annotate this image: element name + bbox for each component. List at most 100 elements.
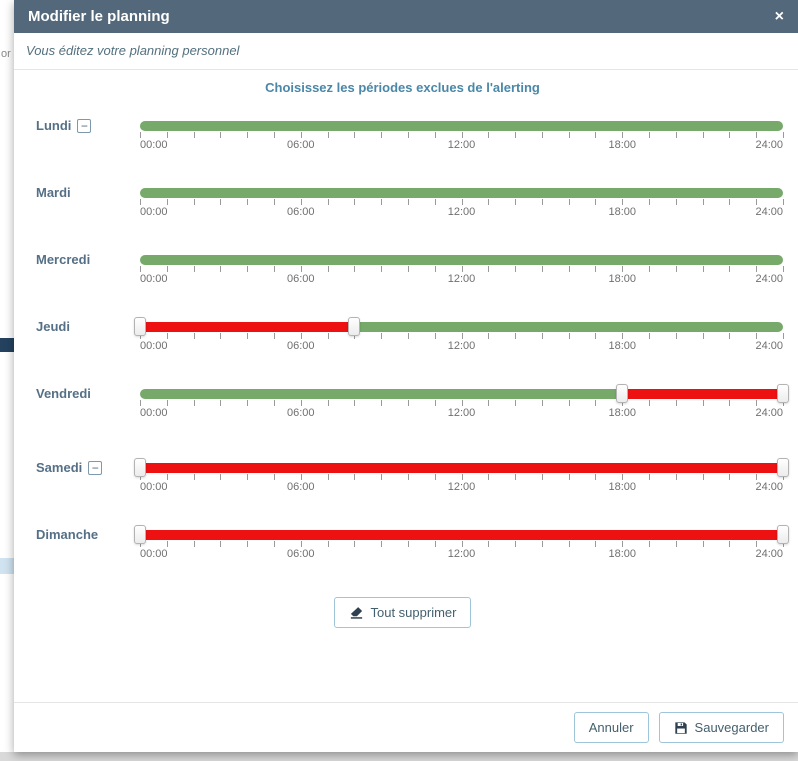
day-name: Dimanche xyxy=(36,527,99,542)
time-labels: 00:00 06:00 12:00 18:00 24:00 xyxy=(140,407,783,423)
close-icon[interactable]: × xyxy=(774,7,784,25)
slider-handle[interactable] xyxy=(134,458,146,477)
time-label: 06:00 xyxy=(286,481,315,493)
day-row: Vendredi 00:00 06:00 12:00 18:00 24:00 xyxy=(22,384,789,423)
time-label: 00:00 xyxy=(140,481,168,493)
modal-content: Choisissez les périodes exclues de l'ale… xyxy=(14,70,798,702)
day-rows: Lundi −00:00 06:00 12:00 18:00 24:00 Mardi 00:0… xyxy=(22,119,789,564)
modal-header: Modifier le planning × xyxy=(14,0,798,33)
cancel-button[interactable]: Annuler xyxy=(573,712,649,743)
slider-handle[interactable] xyxy=(616,384,629,403)
day-slider: 00:00 06:00 12:00 18:00 24:00 xyxy=(140,384,789,423)
time-label: 24:00 xyxy=(755,407,783,419)
slider-handle[interactable] xyxy=(777,458,789,477)
day-label: Samedi − xyxy=(22,461,140,475)
day-slider: 00:00 06:00 12:00 18:00 24:00 xyxy=(134,525,789,564)
slider-track[interactable] xyxy=(140,255,783,265)
day-slider: 00:00 06:00 12:00 18:00 24:00 xyxy=(140,188,784,222)
time-labels: 00:00 06:00 12:00 18:00 24:00 xyxy=(140,481,783,497)
slider-ticks xyxy=(140,541,784,547)
page-behind-modal: or xyxy=(0,0,14,752)
time-label: 06:00 xyxy=(286,139,315,151)
day-slider: 00:00 06:00 12:00 18:00 24:00 xyxy=(134,317,784,356)
time-label: 00:00 xyxy=(140,273,168,285)
day-name: Jeudi xyxy=(36,319,70,334)
time-label: 18:00 xyxy=(608,206,637,218)
day-label: Lundi − xyxy=(22,119,140,133)
day-name: Mercredi xyxy=(36,252,91,267)
modal-subtitle: Vous éditez votre planning personnel xyxy=(14,33,798,70)
time-label: 24:00 xyxy=(755,139,783,151)
time-label: 18:00 xyxy=(608,340,637,352)
cancel-label: Annuler xyxy=(588,720,634,735)
slider-ticks xyxy=(140,266,784,272)
day-row: Mardi 00:00 06:00 12:00 18:00 24:00 xyxy=(22,186,784,222)
slider-ticks xyxy=(140,333,784,339)
slider-track[interactable] xyxy=(140,530,783,540)
day-label: Mercredi xyxy=(22,253,140,267)
time-label: 00:00 xyxy=(140,139,168,151)
slider-ticks xyxy=(140,199,784,205)
save-label: Sauvegarder xyxy=(694,720,769,735)
day-row: Samedi −00:00 06:00 12:00 18:00 24:00 xyxy=(22,458,789,497)
save-button[interactable]: Sauvegarder xyxy=(658,712,784,743)
time-label: 06:00 xyxy=(286,206,315,218)
time-label: 24:00 xyxy=(755,481,783,493)
time-labels: 00:00 06:00 12:00 18:00 24:00 xyxy=(140,548,783,564)
time-label: 12:00 xyxy=(447,206,476,218)
time-label: 12:00 xyxy=(447,407,476,419)
day-label: Dimanche xyxy=(22,528,140,542)
slider-handle[interactable] xyxy=(134,525,146,544)
time-labels: 00:00 06:00 12:00 18:00 24:00 xyxy=(140,206,783,222)
clear-all-wrap: Tout supprimer xyxy=(22,597,783,628)
section-title: Choisissez les périodes exclues de l'ale… xyxy=(265,80,540,95)
collapse-day-button[interactable]: − xyxy=(77,119,92,133)
time-labels: 00:00 06:00 12:00 18:00 24:00 xyxy=(140,273,783,289)
day-label: Jeudi xyxy=(22,320,140,334)
time-label: 00:00 xyxy=(140,407,168,419)
edit-planning-modal: Modifier le planning × Vous éditez votre… xyxy=(14,0,798,752)
slider-ticks xyxy=(140,132,784,138)
time-label: 18:00 xyxy=(608,481,637,493)
excluded-range xyxy=(140,463,783,473)
day-label: Mardi xyxy=(22,186,140,200)
time-label: 06:00 xyxy=(286,340,315,352)
excluded-range xyxy=(622,389,783,399)
time-label: 12:00 xyxy=(447,139,476,151)
clear-all-label: Tout supprimer xyxy=(370,605,457,620)
slider-track[interactable] xyxy=(140,463,783,473)
time-label: 06:00 xyxy=(286,273,315,285)
eraser-icon xyxy=(349,605,364,620)
day-slider: 00:00 06:00 12:00 18:00 24:00 xyxy=(140,255,784,289)
time-label: 24:00 xyxy=(755,206,783,218)
slider-handle[interactable] xyxy=(777,525,789,544)
slider-handle[interactable] xyxy=(348,317,361,336)
time-label: 18:00 xyxy=(608,548,637,560)
day-name: Samedi xyxy=(36,460,83,475)
slider-track[interactable] xyxy=(140,389,783,399)
time-label: 00:00 xyxy=(140,340,168,352)
background-text-fragment: or xyxy=(1,48,11,60)
slider-track[interactable] xyxy=(140,188,783,198)
time-label: 18:00 xyxy=(608,139,637,151)
slider-track[interactable] xyxy=(140,322,783,332)
day-row: Dimanche 00:00 06:00 12:00 18:00 24:00 xyxy=(22,525,789,564)
time-label: 12:00 xyxy=(447,273,476,285)
day-name: Vendredi xyxy=(36,386,91,401)
time-label: 06:00 xyxy=(286,407,315,419)
day-slider: 00:00 06:00 12:00 18:00 24:00 xyxy=(134,458,789,497)
slider-handle[interactable] xyxy=(777,384,789,403)
modal-footer: Annuler Sauvegarder xyxy=(14,702,798,752)
day-label: Vendredi xyxy=(22,387,140,401)
modal-title: Modifier le planning xyxy=(28,8,170,25)
time-label: 24:00 xyxy=(755,340,783,352)
time-labels: 00:00 06:00 12:00 18:00 24:00 xyxy=(140,139,783,155)
slider-ticks xyxy=(140,474,784,480)
clear-all-button[interactable]: Tout supprimer xyxy=(333,597,472,628)
slider-handle[interactable] xyxy=(134,317,146,336)
slider-track[interactable] xyxy=(140,121,783,131)
day-row: Jeudi 00:00 06:00 12:00 18:00 24:00 xyxy=(22,317,784,356)
time-label: 24:00 xyxy=(755,548,783,560)
collapse-day-button[interactable]: − xyxy=(88,461,103,475)
time-label: 24:00 xyxy=(755,273,783,285)
